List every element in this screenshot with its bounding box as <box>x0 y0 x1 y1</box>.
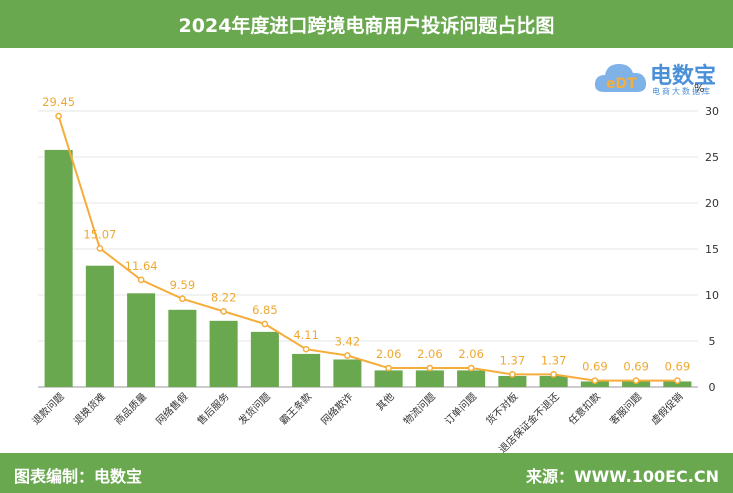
x-tick-label: 商品质量 <box>112 390 149 427</box>
line-point <box>261 320 269 328</box>
data-label: 0.69 <box>623 360 649 374</box>
bar <box>539 375 568 387</box>
data-label: 15.07 <box>83 227 116 241</box>
line-point <box>137 276 145 284</box>
x-tick-label: 其他 <box>373 390 396 413</box>
data-label: 2.06 <box>458 347 484 361</box>
line-point <box>591 377 599 385</box>
bar <box>44 149 73 387</box>
svg-text:eDT: eDT <box>606 76 637 92</box>
x-tick-label: 退款问题 <box>29 390 66 427</box>
x-tick-label: 发货问题 <box>236 390 273 427</box>
y-tick-label: 25 <box>705 151 719 164</box>
bar <box>333 359 362 387</box>
data-label: 9.59 <box>170 278 196 292</box>
y-tick-label: 10 <box>705 289 719 302</box>
line-point <box>179 295 186 303</box>
bar <box>209 320 238 387</box>
bar <box>415 370 444 387</box>
pareto-chart: 0 5 10 15 20 25 30 29.45 15.07 11.64 9.59 8.22 6.85 4… <box>29 95 719 453</box>
x-tick-label: 霸王条款 <box>277 390 314 427</box>
data-label: 1.37 <box>500 353 526 367</box>
footer: 图表编制：电数宝 来源：WWW.100EC.CN <box>0 453 733 493</box>
y-axis-unit: % <box>694 82 705 95</box>
chart-title: 2024年度进口跨境电商用户投诉问题占比图 <box>0 0 733 48</box>
cloud-logo-icon: eDT <box>594 64 647 92</box>
x-tick-label: 物流问题 <box>401 390 438 427</box>
bar <box>168 309 197 387</box>
x-tick-label: 货不对板 <box>483 390 520 427</box>
line-point <box>632 377 640 385</box>
y-tick-label: 20 <box>705 197 719 210</box>
y-tick-label: 0 <box>709 381 716 394</box>
data-label: 2.06 <box>376 347 402 361</box>
x-tick-label: 客服问题 <box>607 390 644 427</box>
data-label: 0.69 <box>665 360 691 374</box>
data-label: 1.37 <box>541 353 567 367</box>
x-tick-label: 任意扣款 <box>566 390 603 427</box>
series-line <box>57 115 678 382</box>
bar <box>580 381 609 387</box>
bar <box>250 331 279 387</box>
data-label: 11.64 <box>125 259 158 273</box>
line-point <box>674 377 681 385</box>
data-label: 2.06 <box>417 347 443 361</box>
data-label: 6.85 <box>252 303 278 317</box>
data-label: 4.11 <box>293 328 319 342</box>
bar <box>663 381 692 387</box>
x-tick-label: 网络售假 <box>153 390 190 427</box>
footer-source: 来源：WWW.100EC.CN <box>525 467 719 486</box>
data-label: 0.69 <box>582 360 608 374</box>
x-tick-label: 售后服务 <box>194 390 231 427</box>
line-point <box>385 364 392 372</box>
logo: eDT 电数宝 电商大数据库 <box>592 52 732 100</box>
line-point <box>426 364 434 372</box>
data-label: 8.22 <box>211 290 237 304</box>
y-tick-label: 15 <box>705 243 719 256</box>
line-point <box>509 371 516 378</box>
line-point <box>55 112 62 120</box>
x-tick-label: 网络欺诈 <box>318 390 355 427</box>
bar <box>457 370 486 387</box>
bar <box>622 381 651 387</box>
bar <box>292 353 321 387</box>
x-tick-label: 退换货难 <box>71 390 108 427</box>
bar <box>85 265 114 387</box>
y-tick-label: 5 <box>709 335 716 348</box>
bar <box>127 293 156 387</box>
x-tick-label: 订单问题 <box>442 390 479 427</box>
line-point <box>344 352 351 359</box>
data-label: 29.45 <box>42 95 75 109</box>
bar <box>498 375 527 387</box>
data-label: 3.42 <box>335 335 361 349</box>
logo-name: 电数宝 <box>650 64 717 89</box>
bar <box>374 370 403 387</box>
line-point <box>220 308 227 315</box>
y-tick-label: 30 <box>705 105 719 118</box>
footer-credit: 图表编制：电数宝 <box>14 467 143 486</box>
line-point <box>467 364 475 372</box>
line-point <box>550 371 557 378</box>
x-tick-label: 虚假促销 <box>648 390 685 427</box>
line-point <box>302 345 310 353</box>
line-point <box>96 245 104 252</box>
logo-subtitle: 电商大数据库 <box>652 87 712 96</box>
